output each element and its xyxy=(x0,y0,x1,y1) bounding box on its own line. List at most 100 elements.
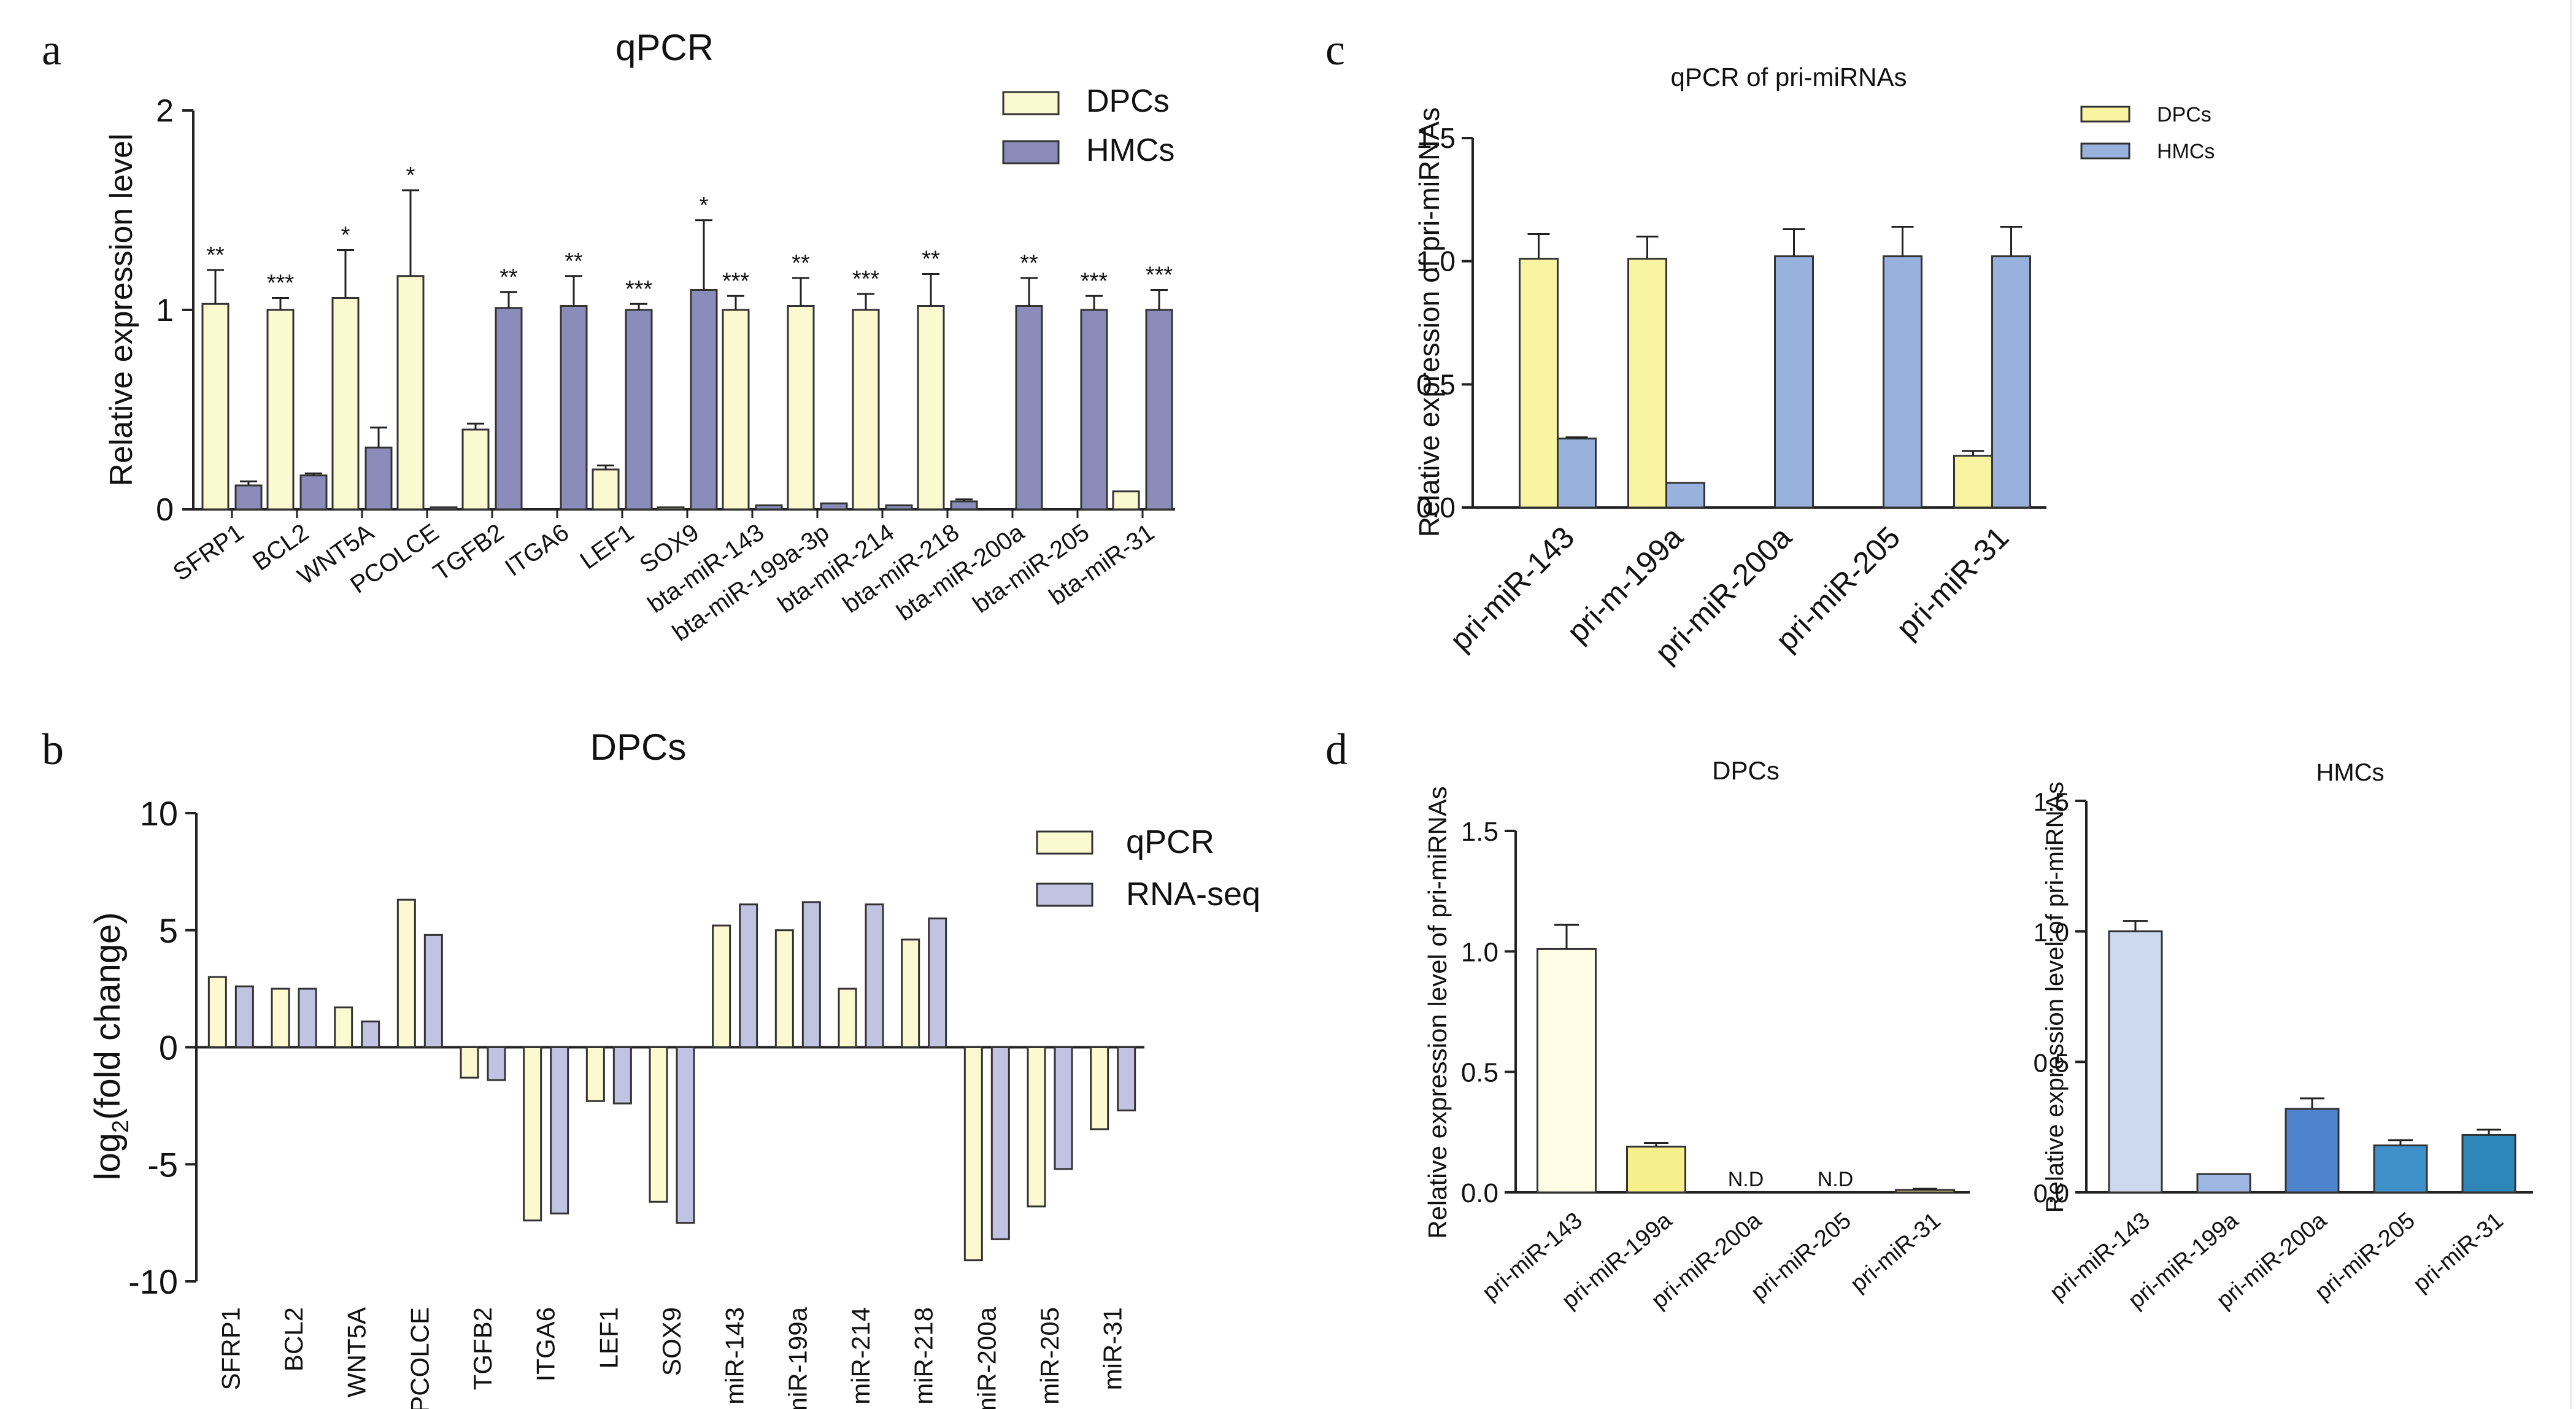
panel-b-category-label: miR-199a xyxy=(783,1307,812,1409)
panel-b-category-label: ITGA6 xyxy=(531,1307,560,1381)
panel-c-bar-hmcs xyxy=(1883,255,1922,509)
panel-b-bar-rnaseq xyxy=(234,985,254,1049)
panel-c-ytick-label: 0.5 xyxy=(1416,368,1456,400)
panel-d-hmcs-ylabel: Relative expression level of pri-miRNAs xyxy=(2042,782,2069,1213)
panel-a-ytick-label: 1 xyxy=(156,293,174,328)
panel-b-bar-qpcr xyxy=(396,898,416,1049)
panel-c-ytick-label: 1.0 xyxy=(1416,245,1456,277)
panel-b-bar-rnaseq xyxy=(739,903,758,1049)
panel-c-bar-hmcs xyxy=(1665,482,1705,509)
panel-a-bar-hmcs xyxy=(1015,305,1043,511)
panel-a-ylabel: Relative expression level xyxy=(104,133,139,486)
panel-c-legend-label-hmcs: HMCs xyxy=(2157,140,2215,163)
panel-d-hmcs-bar xyxy=(2373,1144,2428,1194)
panel-b-bar-rnaseq xyxy=(550,1046,569,1214)
panel-a-significance: *** xyxy=(1146,263,1173,288)
panel-d-dpcs-category-label: pri-miR-31 xyxy=(1846,1208,1946,1297)
panel-b-bar-rnaseq xyxy=(487,1046,506,1081)
panel-b-bar-rnaseq xyxy=(612,1046,632,1105)
panel-a-category-label: TGFB2 xyxy=(428,519,509,586)
panel-a-legend-label-dpcs: DPCs xyxy=(1086,83,1170,119)
panel-a-bar-dpcs xyxy=(657,506,685,511)
panel-b-category-label: SFRP1 xyxy=(216,1307,245,1390)
panel-b-bar-rnaseq xyxy=(1054,1046,1073,1170)
panel-a-bar-hmcs xyxy=(495,307,523,511)
panel-a-category-label: LEF1 xyxy=(576,519,639,574)
panel-a-bar-dpcs xyxy=(592,468,620,511)
panel-b-bar-rnaseq xyxy=(801,901,821,1048)
panel-a-bar-hmcs xyxy=(625,309,653,511)
panel-a-bar-hmcs xyxy=(364,446,393,511)
panel-b-category-label: miR-200a xyxy=(972,1307,1001,1409)
panel-c-title: qPCR of pri-miRNAs xyxy=(1670,63,1907,91)
panel-a-bar-hmcs xyxy=(299,474,328,511)
panel-a-bar-hmcs xyxy=(234,484,263,511)
panel-a-bar-dpcs xyxy=(722,309,750,511)
panel-a-bar-dpcs xyxy=(331,297,360,511)
panel-b-category-label: miR-31 xyxy=(1098,1307,1127,1390)
panel-a-significance: ** xyxy=(792,250,810,276)
panel-c-bar-hmcs xyxy=(1557,438,1597,509)
panel-b-bar-qpcr xyxy=(460,1046,479,1079)
panel-b-bar-rnaseq xyxy=(361,1021,380,1049)
panel-c-legend-swatch-dpcs xyxy=(2080,106,2131,123)
panel-b-bar-qpcr xyxy=(649,1046,668,1203)
panel-b-bar-rnaseq xyxy=(298,987,317,1048)
panel-a-ytick-label: 2 xyxy=(156,93,174,129)
panel-a-legend-swatch-hmcs xyxy=(1002,140,1060,164)
panel-a-significance: * xyxy=(406,163,415,188)
panel-b-bar-qpcr xyxy=(712,924,731,1048)
panel-b-legend-swatch-rnaseq xyxy=(1036,882,1093,907)
panel-b-bar-rnaseq xyxy=(1117,1046,1136,1112)
panel-a-bar-hmcs xyxy=(1080,309,1108,511)
panel-label-a: a xyxy=(42,25,61,74)
panel-b-legend-label-rnaseq: RNA-seq xyxy=(1126,876,1260,913)
panel-a-bar-hmcs xyxy=(755,504,783,511)
panel-a-bar-hmcs xyxy=(820,502,848,511)
panel-b-category-label: SOX9 xyxy=(657,1307,686,1376)
panel-b-bar-rnaseq xyxy=(990,1046,1010,1240)
panel-a-significance: *** xyxy=(722,268,750,294)
panel-a-significance: ** xyxy=(499,264,518,290)
panel-d-hmcs-ytick-label: 0.5 xyxy=(2034,1048,2069,1077)
panel-b-category-label: miR-214 xyxy=(846,1307,875,1405)
panel-a-bar-hmcs xyxy=(430,506,458,511)
panel-b-bar-qpcr xyxy=(271,987,290,1048)
panel-a-significance: *** xyxy=(625,276,653,302)
panel-d-hmcs-title: HMCs xyxy=(2316,759,2384,786)
panel-d-dpcs-category-label: pri-miR-205 xyxy=(1746,1208,1856,1306)
panel-a-significance: ** xyxy=(1020,250,1038,276)
panel-d-hmcs-ytick-label: 0.0 xyxy=(2034,1179,2069,1208)
panel-d-hmcs-bar xyxy=(2461,1133,2516,1194)
panel-d-dpcs-ytick-label: 0.5 xyxy=(1461,1058,1498,1088)
panel-c-ylabel: Relative expression of pri-miRNAs xyxy=(1413,107,1445,537)
panel-d-hmcs-bar xyxy=(2196,1173,2251,1194)
panel-d-dpcs-ylabel: Relative expression level of pri-miRNAs xyxy=(1423,786,1452,1239)
panel-d-dpcs-bar xyxy=(1895,1189,1955,1194)
panel-a-bar-dpcs xyxy=(461,428,490,511)
right-edge-divider xyxy=(2570,0,2572,1409)
panel-b-category-label: WNT5A xyxy=(342,1307,371,1397)
panel-a-bar-hmcs xyxy=(885,504,913,511)
panel-b-bar-qpcr xyxy=(1027,1046,1046,1208)
panel-b-title: DPCs xyxy=(590,727,687,768)
panel-a-bar-dpcs xyxy=(917,305,945,511)
panel-c-bar-hmcs xyxy=(1991,255,2031,509)
panel-b-bar-rnaseq xyxy=(423,933,443,1048)
panel-b-category-label: miR-205 xyxy=(1035,1307,1064,1405)
panel-b-legend-label-qpcr: qPCR xyxy=(1126,824,1214,860)
panel-b-bar-qpcr xyxy=(585,1046,605,1102)
panel-a-significance: ** xyxy=(206,242,225,268)
panel-d-dpcs-ytick-label: 0.0 xyxy=(1461,1178,1498,1208)
panel-a-bar-dpcs xyxy=(1112,490,1140,511)
panel-label-b: b xyxy=(42,725,64,774)
panel-b-bar-rnaseq xyxy=(676,1046,695,1224)
panel-a-bar-hmcs xyxy=(950,500,978,511)
panel-a-significance: *** xyxy=(852,266,880,292)
panel-d-dpcs-bar xyxy=(1626,1145,1686,1194)
panel-d-hmcs-bar xyxy=(2285,1108,2340,1194)
panel-b-bar-qpcr xyxy=(523,1046,542,1222)
panel-d-dpcs-ytick-label: 1.0 xyxy=(1461,937,1498,967)
panel-a-significance: ** xyxy=(565,249,583,274)
